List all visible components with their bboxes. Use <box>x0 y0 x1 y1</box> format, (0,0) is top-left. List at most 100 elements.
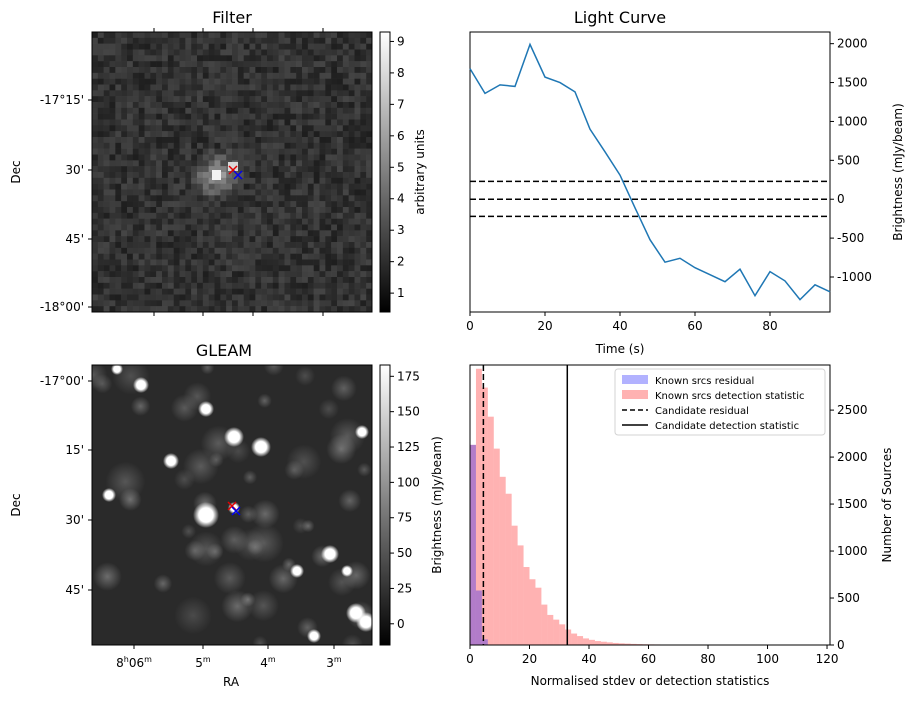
filter-pixel <box>139 120 145 126</box>
filter-pixel <box>285 260 291 266</box>
filter-pixel <box>98 44 104 50</box>
filter-pixel <box>355 73 361 79</box>
filter-pixel <box>191 213 197 219</box>
filter-pixel <box>267 207 273 213</box>
filter-pixel <box>366 300 372 306</box>
filter-pixel <box>279 260 285 266</box>
filter-pixel <box>127 242 133 248</box>
filter-pixel <box>139 248 145 254</box>
filter-pixel <box>226 225 232 231</box>
filter-pixel <box>191 55 197 61</box>
filter-pixel <box>337 254 343 260</box>
filter-pixel <box>180 178 186 184</box>
filter-pixel <box>273 137 279 143</box>
filter-pixel <box>290 172 296 178</box>
filter-pixel <box>308 79 314 85</box>
filter-pixel <box>226 190 232 196</box>
filter-pixel <box>302 254 308 260</box>
filter-pixel <box>168 306 174 312</box>
filter-pixel <box>232 67 238 73</box>
x-tick-label: 0 <box>466 319 474 333</box>
filter-pixel <box>104 85 110 91</box>
filter-pixel <box>232 271 238 277</box>
filter-pixel <box>215 114 221 120</box>
filter-pixel <box>273 277 279 283</box>
filter-pixel <box>244 254 250 260</box>
filter-pixel <box>209 277 215 283</box>
filter-pixel <box>355 38 361 44</box>
filter-pixel <box>104 265 110 271</box>
filter-pixel <box>314 125 320 131</box>
filter-pixel <box>273 160 279 166</box>
filter-pixel <box>331 160 337 166</box>
filter-pixel <box>150 195 156 201</box>
filter-pixel <box>314 50 320 56</box>
filter-pixel <box>302 85 308 91</box>
filter-pixel <box>168 265 174 271</box>
filter-pixel <box>150 96 156 102</box>
filter-pixel <box>215 277 221 283</box>
filter-pixel <box>355 289 361 295</box>
filter-pixel <box>110 38 116 44</box>
filter-pixel <box>156 114 162 120</box>
filter-pixel <box>145 102 151 108</box>
filter-pixel <box>110 289 116 295</box>
filter-pixel <box>203 55 209 61</box>
filter-pixel <box>273 207 279 213</box>
filter-pixel <box>115 225 121 231</box>
filter-pixel <box>197 143 203 149</box>
filter-pixel <box>127 201 133 207</box>
filter-pixel <box>343 149 349 155</box>
filter-pixel <box>133 306 139 312</box>
filter-pixel <box>273 172 279 178</box>
filter-pixel <box>244 108 250 114</box>
filter-pixel <box>343 160 349 166</box>
filter-pixel <box>220 120 226 126</box>
filter-pixel <box>331 108 337 114</box>
filter-pixel <box>273 195 279 201</box>
filter-pixel <box>273 108 279 114</box>
filter-pixel <box>331 213 337 219</box>
filter-pixel <box>121 120 127 126</box>
filter-pixel <box>296 265 302 271</box>
filter-pixel <box>162 254 168 260</box>
filter-pixel <box>98 248 104 254</box>
filter-pixel <box>238 90 244 96</box>
filter-pixel <box>121 289 127 295</box>
filter-pixel <box>168 131 174 137</box>
filter-pixel <box>343 79 349 85</box>
filter-pixel <box>133 201 139 207</box>
filter-pixel <box>349 114 355 120</box>
filter-pixel <box>360 277 366 283</box>
filter-pixel <box>92 207 98 213</box>
y-tick-label: 500 <box>837 591 860 605</box>
filter-pixel <box>156 242 162 248</box>
filter-pixel <box>355 90 361 96</box>
filter-pixel <box>139 61 145 67</box>
histogram-bar <box>565 629 571 645</box>
filter-pixel <box>185 108 191 114</box>
filter-pixel <box>145 149 151 155</box>
filter-pixel <box>273 225 279 231</box>
filter-pixel <box>150 300 156 306</box>
filter-pixel <box>273 230 279 236</box>
filter-pixel <box>180 230 186 236</box>
filter-pixel <box>115 44 121 50</box>
faint-source <box>264 356 284 376</box>
filter-pixel <box>168 184 174 190</box>
filter-pixel <box>296 79 302 85</box>
filter-pixel <box>133 96 139 102</box>
filter-pixel <box>349 289 355 295</box>
filter-pixel <box>98 230 104 236</box>
filter-pixel <box>133 295 139 301</box>
radio-source <box>355 425 369 439</box>
filter-pixel <box>343 131 349 137</box>
x-tick-label: 60 <box>687 319 702 333</box>
filter-pixel <box>115 50 121 56</box>
filter-pixel <box>104 114 110 120</box>
filter-pixel <box>244 283 250 289</box>
filter-pixel <box>232 225 238 231</box>
filter-pixel <box>296 283 302 289</box>
filter-pixel <box>337 242 343 248</box>
filter-pixel <box>174 260 180 266</box>
